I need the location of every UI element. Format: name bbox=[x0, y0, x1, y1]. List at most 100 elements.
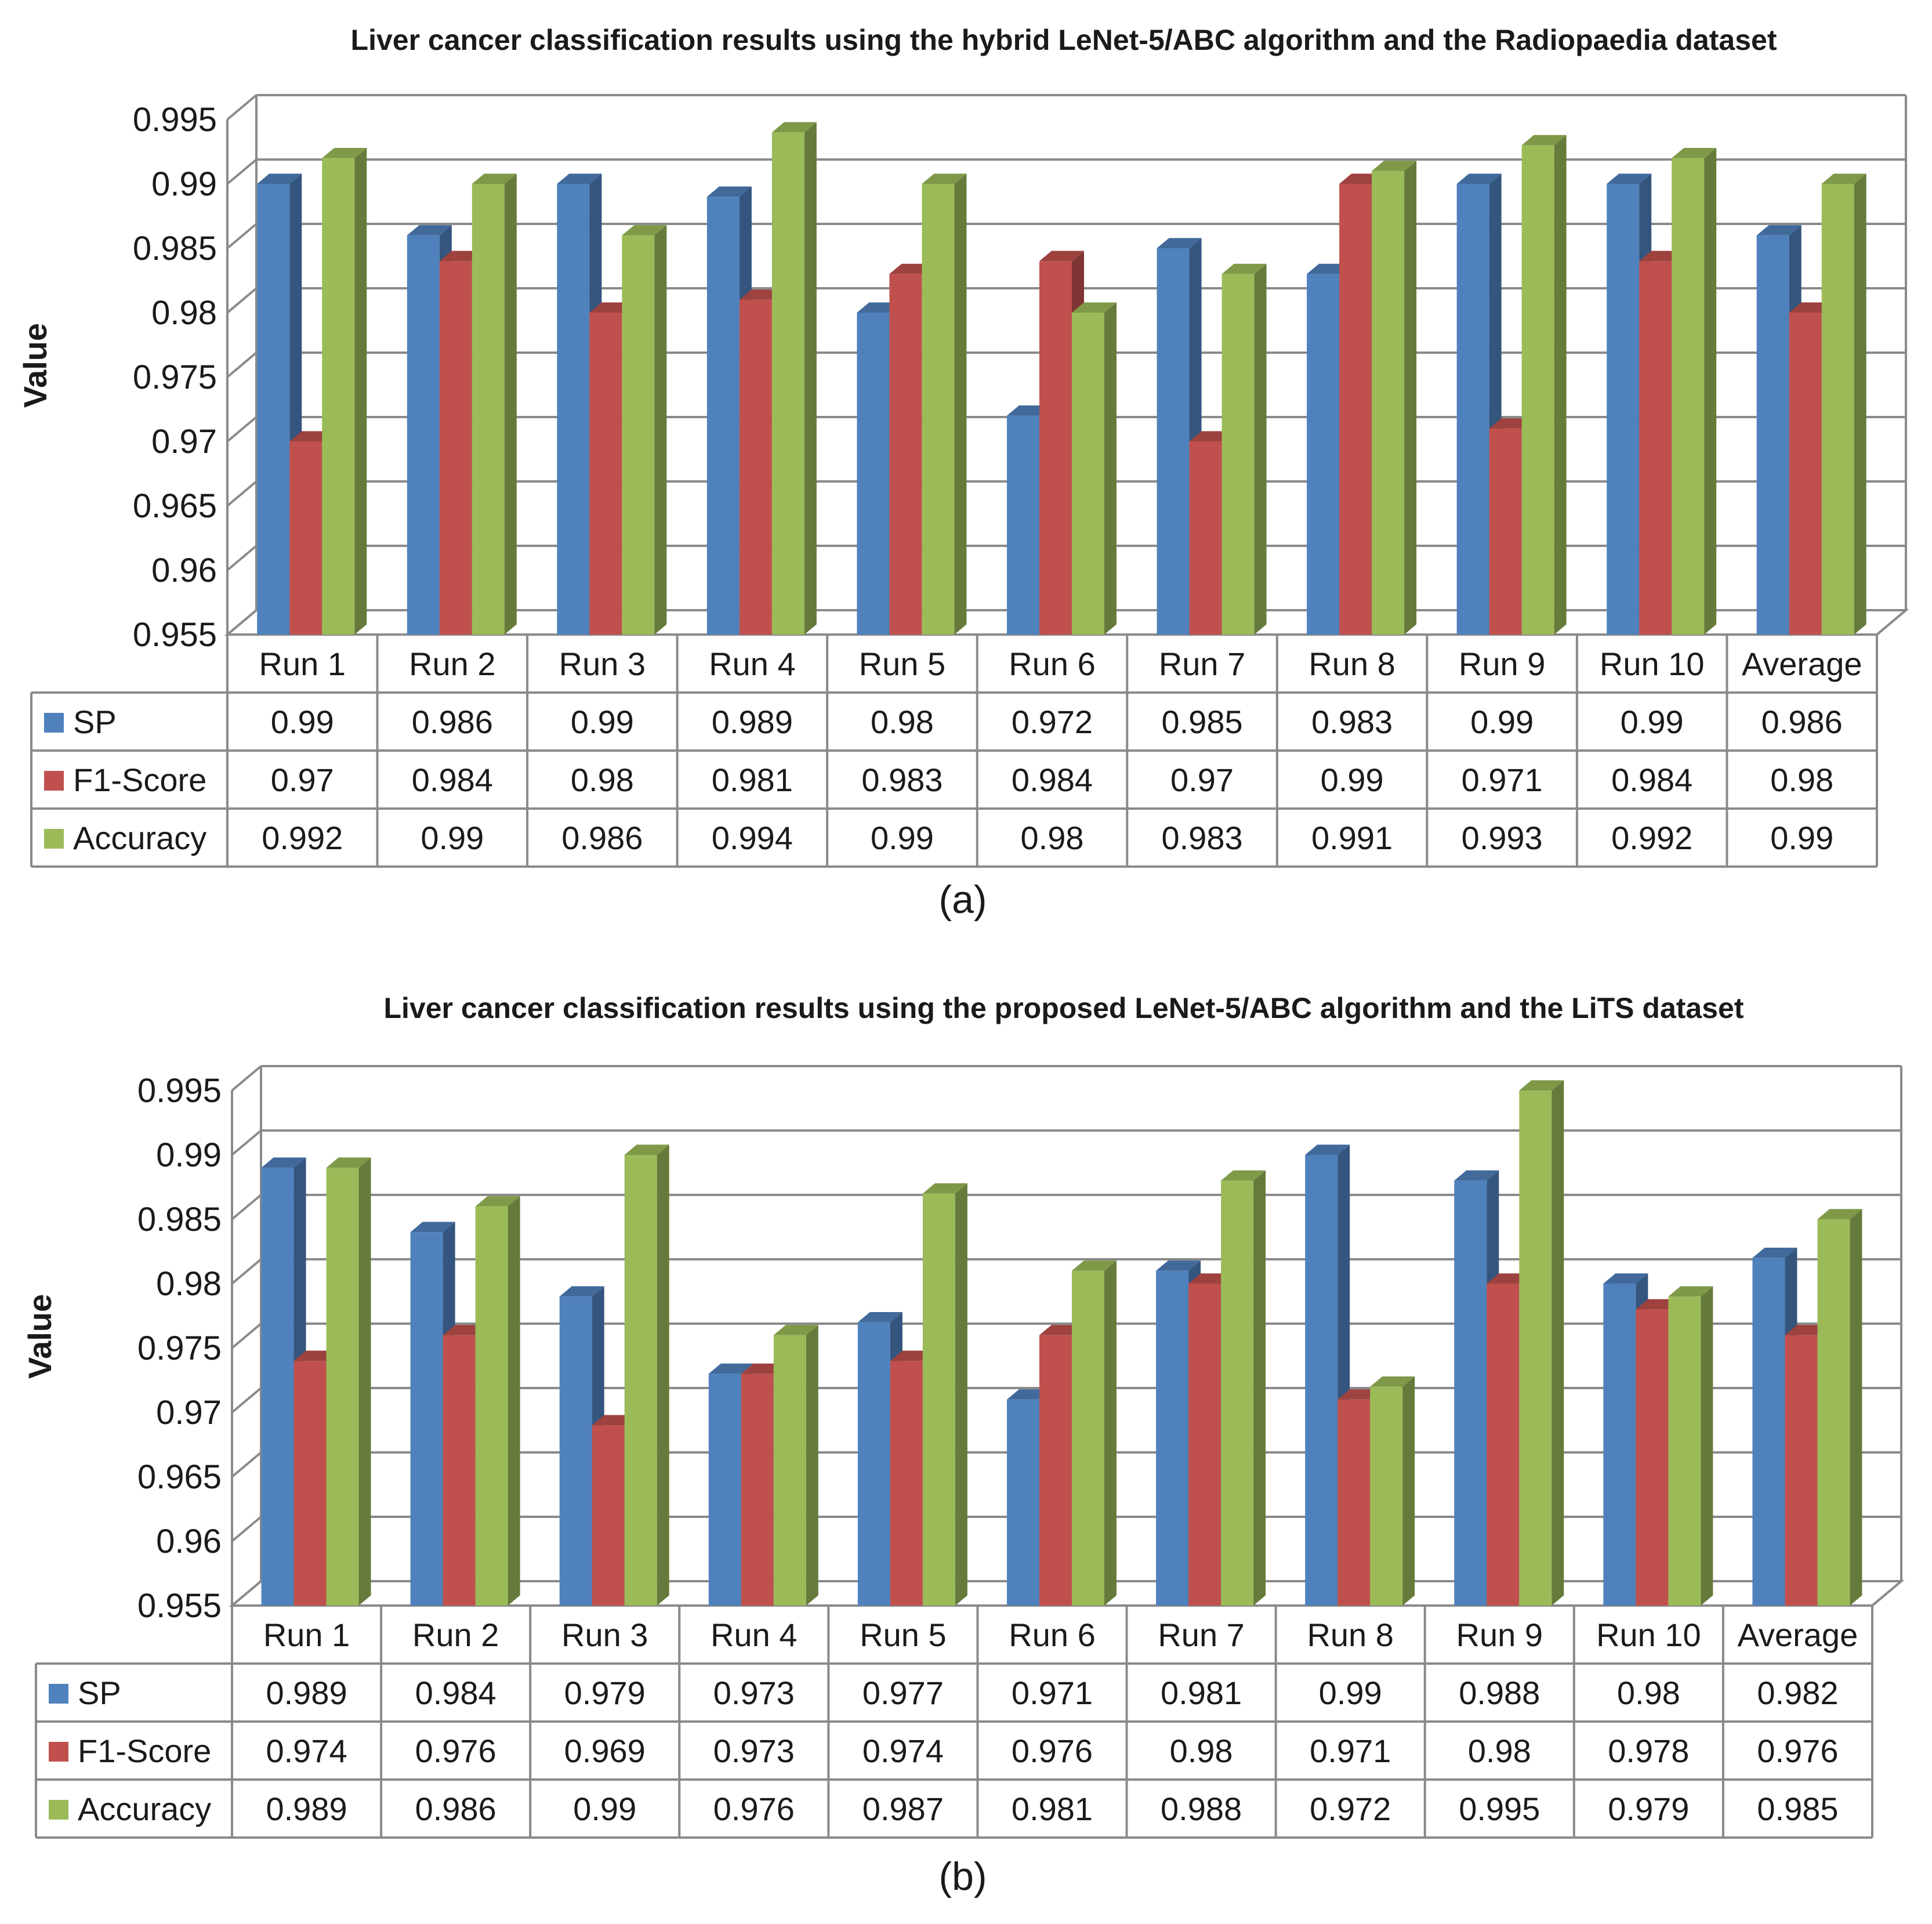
data-label: 0.994 bbox=[712, 820, 793, 856]
data-label: 0.99 bbox=[871, 820, 934, 856]
gridline-side bbox=[231, 1516, 262, 1542]
bar-accuracy-front bbox=[922, 184, 955, 635]
bar-accuracy-top bbox=[1668, 1286, 1713, 1297]
bar-accuracy-top bbox=[1817, 1209, 1862, 1219]
bar-accuracy-front bbox=[472, 184, 505, 635]
legend-label-f1: F1-Score bbox=[78, 1733, 211, 1769]
bar-accuracy-side bbox=[1850, 1209, 1862, 1606]
data-label: 0.991 bbox=[1311, 820, 1393, 856]
gridline-side bbox=[226, 352, 258, 378]
y-tick-label: 0.955 bbox=[133, 616, 217, 654]
data-label: 0.99 bbox=[573, 1791, 636, 1827]
bar-accuracy-6 bbox=[1072, 1260, 1117, 1606]
gridline-side bbox=[231, 1258, 262, 1285]
data-label: 0.981 bbox=[1012, 1791, 1093, 1827]
data-label: 0.986 bbox=[412, 704, 493, 740]
bar-accuracy-side bbox=[806, 1325, 818, 1606]
data-label: 0.976 bbox=[415, 1733, 496, 1769]
data-label: 0.983 bbox=[861, 762, 943, 798]
data-label: 0.99 bbox=[1319, 1675, 1382, 1711]
bar-f1-top bbox=[1039, 251, 1084, 262]
data-label: 0.986 bbox=[561, 820, 643, 856]
data-label: 0.989 bbox=[266, 1791, 347, 1827]
bar-accuracy-9 bbox=[1519, 1080, 1564, 1606]
bar-f1-front bbox=[1489, 428, 1522, 635]
bar-accuracy-front bbox=[1370, 1386, 1403, 1606]
data-label: 0.988 bbox=[1161, 1791, 1242, 1827]
bar-sp-top bbox=[1305, 1144, 1350, 1155]
data-label: 0.978 bbox=[1608, 1733, 1689, 1769]
legend-label-accuracy: Accuracy bbox=[78, 1791, 211, 1827]
bar-sp-front bbox=[1007, 415, 1039, 635]
data-label: 0.977 bbox=[862, 1675, 944, 1711]
gridline-side bbox=[226, 545, 258, 571]
y-tick-label: 0.975 bbox=[137, 1329, 222, 1367]
bar-accuracy-top bbox=[1672, 147, 1717, 158]
y-tick-label: 0.965 bbox=[133, 487, 217, 525]
data-label: 0.989 bbox=[712, 704, 793, 740]
y-tick-label: 0.96 bbox=[156, 1523, 222, 1560]
data-label: 0.976 bbox=[1012, 1733, 1093, 1769]
bar-accuracy-11 bbox=[1817, 1209, 1862, 1606]
bar-f1-front bbox=[1339, 184, 1372, 635]
x-tick-label: Run 9 bbox=[1456, 1617, 1543, 1653]
chart-title: Liver cancer classification results usin… bbox=[351, 24, 1777, 56]
table-border bbox=[1871, 1580, 1902, 1607]
bar-sp-front bbox=[1756, 235, 1789, 635]
bar-sp-front bbox=[261, 1168, 294, 1606]
data-label: 0.99 bbox=[271, 704, 334, 740]
data-label: 0.99 bbox=[1770, 820, 1833, 856]
bar-accuracy-side bbox=[354, 147, 367, 635]
bar-accuracy-side bbox=[1854, 173, 1866, 635]
data-label: 0.983 bbox=[1311, 704, 1393, 740]
bar-accuracy-front bbox=[1821, 184, 1854, 635]
y-tick-label: 0.975 bbox=[133, 358, 217, 396]
bar-f1-front bbox=[1188, 1284, 1221, 1606]
bar-accuracy-side bbox=[504, 173, 517, 635]
bar-sp-front bbox=[857, 1322, 890, 1606]
bar-accuracy-top bbox=[1821, 173, 1866, 184]
bar-accuracy-1 bbox=[322, 147, 367, 635]
bar-sp-top bbox=[261, 1157, 306, 1168]
bar-f1-front bbox=[889, 274, 922, 635]
bar-f1-front bbox=[592, 1425, 625, 1606]
y-tick-label: 0.965 bbox=[137, 1458, 222, 1496]
legend-label-f1: F1-Score bbox=[73, 762, 206, 798]
bar-sp-top bbox=[1756, 225, 1801, 235]
bar-f1-front bbox=[289, 441, 322, 635]
bar-accuracy-side bbox=[657, 1144, 669, 1606]
data-label: 0.99 bbox=[1470, 704, 1534, 740]
bar-accuracy-top bbox=[922, 1183, 967, 1194]
data-label: 0.985 bbox=[1161, 704, 1242, 740]
bar-accuracy-top bbox=[922, 173, 967, 184]
data-label: 0.995 bbox=[1459, 1791, 1540, 1827]
data-label: 0.98 bbox=[571, 762, 634, 798]
bar-accuracy-front bbox=[322, 158, 355, 635]
bar-accuracy-7 bbox=[1221, 1170, 1266, 1606]
data-label: 0.98 bbox=[1617, 1675, 1680, 1711]
x-tick-label: Run 3 bbox=[559, 646, 646, 682]
bar-sp-front bbox=[1752, 1258, 1785, 1606]
table-border bbox=[1876, 609, 1907, 636]
x-tick-label: Run 9 bbox=[1459, 646, 1545, 682]
y-tick-label: 0.985 bbox=[137, 1201, 222, 1238]
y-tick-label: 0.97 bbox=[156, 1394, 222, 1432]
bar-accuracy-top bbox=[322, 147, 367, 158]
y-tick-label: 0.99 bbox=[151, 165, 217, 203]
legend-key-sp bbox=[49, 1684, 68, 1704]
gridline-side bbox=[226, 94, 258, 121]
data-label: 0.98 bbox=[871, 704, 934, 740]
bar-sp-top bbox=[1607, 173, 1652, 184]
bar-f1-front bbox=[589, 313, 622, 635]
bar-sp-front bbox=[1456, 184, 1489, 635]
bar-accuracy-8 bbox=[1370, 1376, 1415, 1606]
bar-f1-front bbox=[443, 1335, 476, 1606]
gridline-side bbox=[226, 223, 258, 249]
bar-sp-front bbox=[708, 1374, 741, 1606]
bar-accuracy-front bbox=[771, 132, 804, 635]
data-label: 0.974 bbox=[266, 1733, 347, 1769]
bar-accuracy-top bbox=[472, 173, 517, 184]
bar-sp-front bbox=[410, 1232, 443, 1606]
bar-accuracy-4 bbox=[773, 1325, 818, 1606]
